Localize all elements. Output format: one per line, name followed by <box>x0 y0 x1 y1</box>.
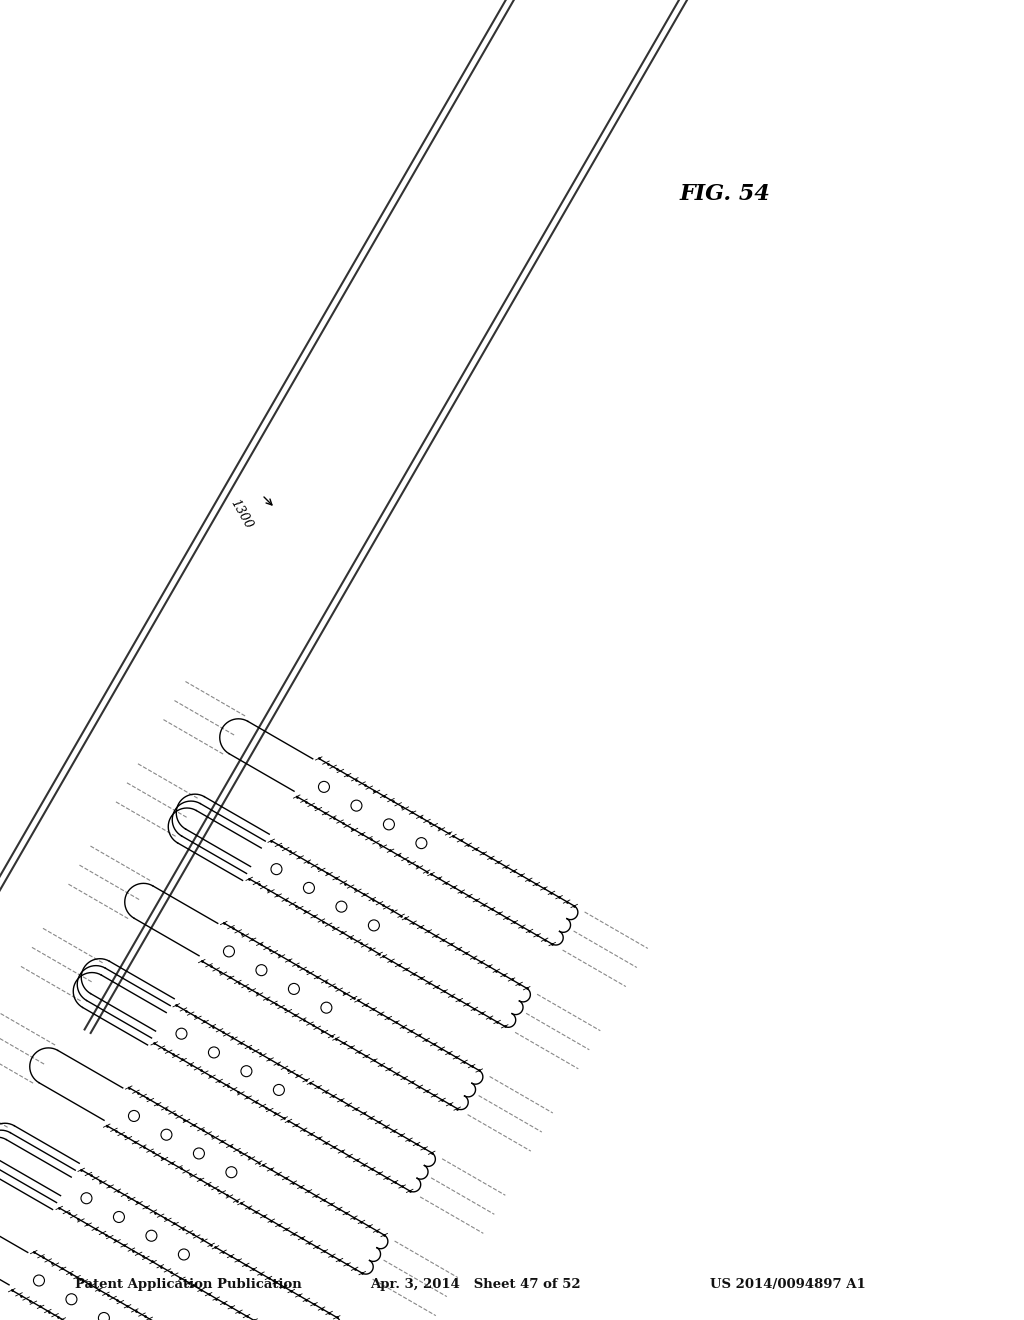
Text: 1300: 1300 <box>228 496 255 531</box>
Text: US 2014/0094897 A1: US 2014/0094897 A1 <box>710 1278 865 1291</box>
Text: Patent Application Publication: Patent Application Publication <box>75 1278 302 1291</box>
Text: Apr. 3, 2014   Sheet 47 of 52: Apr. 3, 2014 Sheet 47 of 52 <box>370 1278 581 1291</box>
Text: FIG. 54: FIG. 54 <box>680 183 771 205</box>
